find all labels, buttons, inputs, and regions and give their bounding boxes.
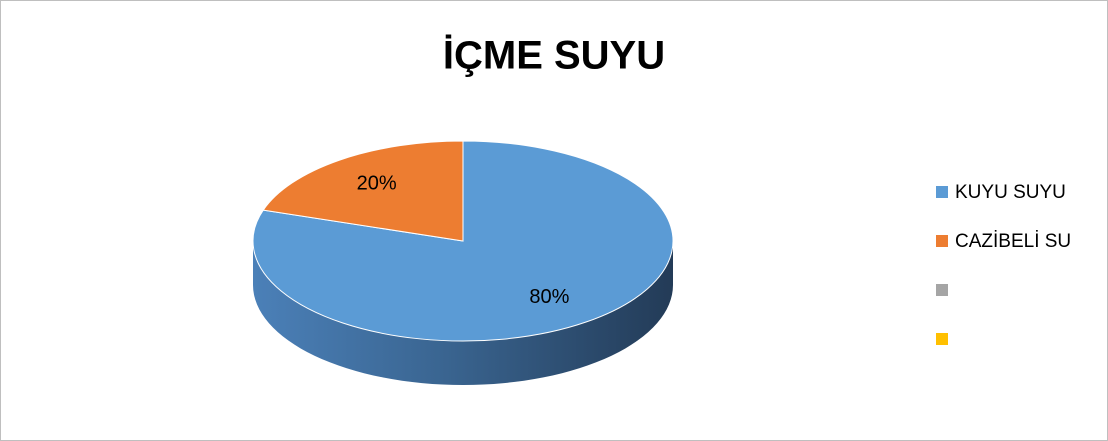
data-label: 20% bbox=[357, 173, 397, 195]
slice bbox=[262, 140, 464, 242]
chart-title: İÇME SUYU bbox=[443, 34, 665, 78]
slice-side bbox=[253, 241, 673, 385]
legend-swatch bbox=[936, 186, 948, 198]
legend-label: KUYU SUYU bbox=[955, 182, 1066, 203]
legend-label: CAZİBELİ SU bbox=[955, 231, 1071, 252]
legend-swatch bbox=[936, 284, 948, 296]
legend-swatch bbox=[936, 235, 948, 247]
data-label: 80% bbox=[529, 286, 569, 308]
legend-swatch bbox=[936, 333, 948, 345]
